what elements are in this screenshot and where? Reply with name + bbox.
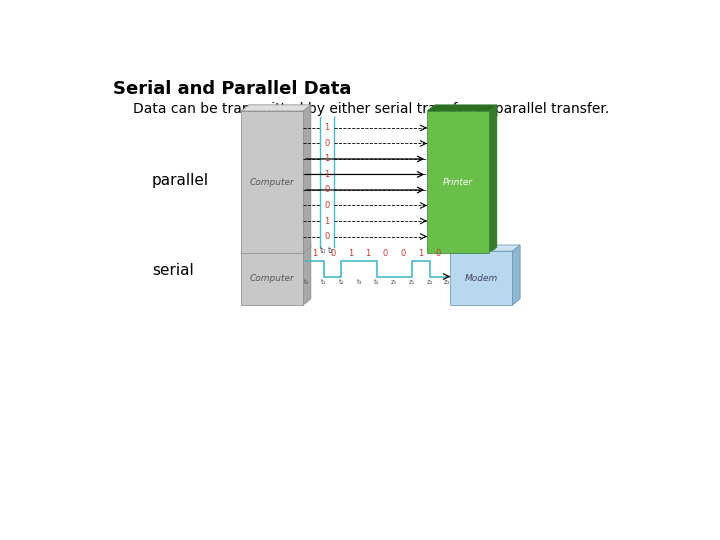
Text: 1: 1: [418, 249, 423, 258]
Polygon shape: [303, 245, 311, 305]
Text: Printer: Printer: [443, 178, 473, 187]
Text: Modem: Modem: [464, 274, 498, 282]
Polygon shape: [303, 105, 311, 253]
Text: 1: 1: [348, 249, 353, 258]
Text: Computer: Computer: [250, 274, 294, 282]
Text: t₄: t₄: [374, 279, 379, 285]
FancyBboxPatch shape: [241, 111, 303, 253]
Polygon shape: [513, 245, 520, 305]
Text: t₂: t₂: [338, 279, 344, 285]
Text: 1: 1: [325, 154, 330, 164]
Text: serial: serial: [152, 263, 194, 278]
Text: 0: 0: [400, 249, 406, 258]
Text: 0: 0: [325, 185, 330, 194]
Text: 1: 1: [325, 217, 330, 226]
Text: Computer: Computer: [250, 178, 294, 187]
Text: z₀: z₀: [391, 279, 397, 285]
Polygon shape: [451, 245, 520, 251]
Text: t₁: t₁: [321, 279, 327, 285]
Polygon shape: [427, 105, 497, 111]
Text: 0: 0: [330, 249, 336, 258]
Text: 1: 1: [365, 249, 371, 258]
Text: 0: 0: [325, 139, 330, 148]
FancyBboxPatch shape: [427, 111, 489, 253]
Text: 0: 0: [436, 249, 441, 258]
Text: Serial and Parallel Data: Serial and Parallel Data: [113, 80, 351, 98]
Polygon shape: [241, 105, 311, 111]
Polygon shape: [241, 245, 311, 251]
Text: 0: 0: [325, 232, 330, 241]
FancyBboxPatch shape: [451, 251, 513, 305]
Text: 1: 1: [312, 249, 318, 258]
Text: Data can be transmitted by either serial transfer or parallel transfer.: Data can be transmitted by either serial…: [132, 102, 609, 116]
Polygon shape: [489, 105, 497, 253]
Text: t₁: t₁: [328, 246, 334, 255]
Text: t₃: t₃: [356, 279, 362, 285]
Text: z₃: z₃: [444, 279, 451, 285]
Text: z₂: z₂: [426, 279, 433, 285]
Text: 0: 0: [325, 201, 330, 210]
Text: 1: 1: [325, 170, 330, 179]
Text: 1: 1: [325, 124, 330, 132]
Text: 0: 0: [383, 249, 388, 258]
Text: parallel: parallel: [152, 173, 209, 188]
Text: z₁: z₁: [409, 279, 415, 285]
FancyBboxPatch shape: [241, 251, 303, 305]
Text: t₀: t₀: [320, 246, 326, 255]
Text: t₀: t₀: [303, 279, 309, 285]
